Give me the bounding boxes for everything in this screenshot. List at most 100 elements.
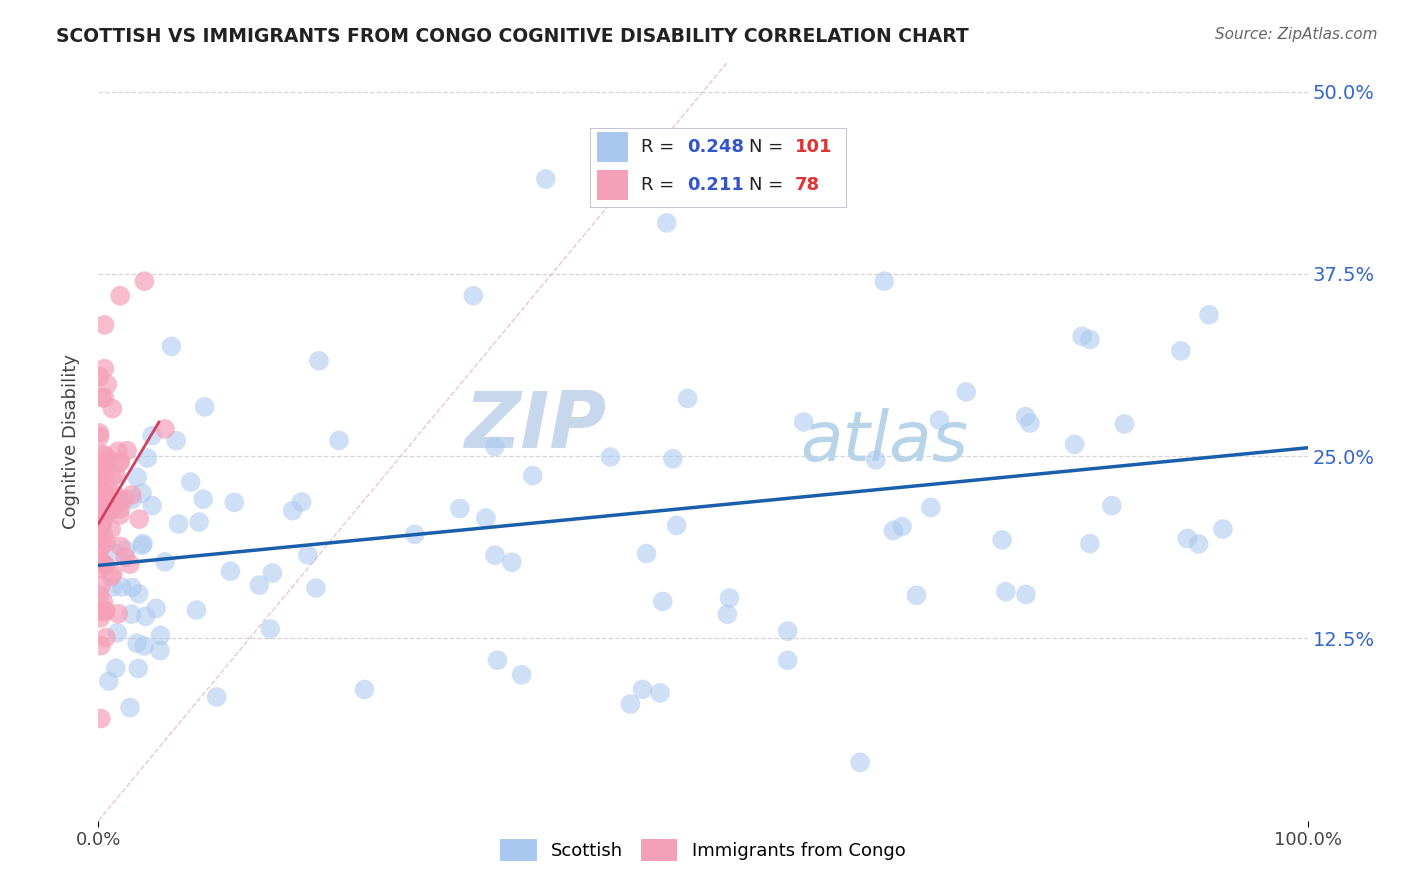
Point — [97, 452, 120, 467]
Point — [127, 470, 149, 484]
Point — [167, 516, 190, 531]
Point — [599, 450, 621, 464]
Point — [665, 518, 688, 533]
Point — [132, 536, 155, 550]
Point — [1063, 437, 1085, 451]
Point — [134, 639, 156, 653]
Point — [128, 512, 150, 526]
Point — [679, 186, 702, 201]
Point — [522, 468, 544, 483]
Point — [662, 451, 685, 466]
Point — [114, 543, 136, 558]
Point — [534, 172, 557, 186]
Point — [107, 607, 129, 621]
Point — [101, 580, 124, 594]
Text: 78: 78 — [794, 177, 820, 194]
Point — [87, 529, 110, 543]
Point — [188, 515, 211, 529]
Point — [90, 639, 112, 653]
Point — [108, 508, 131, 522]
Point — [96, 377, 118, 392]
Point — [873, 274, 896, 288]
Point — [716, 607, 738, 622]
Point — [928, 413, 950, 427]
Text: 0.211: 0.211 — [688, 177, 744, 194]
Point — [141, 428, 163, 442]
Point — [141, 499, 163, 513]
Point — [651, 594, 673, 608]
Point — [128, 587, 150, 601]
Point — [111, 580, 134, 594]
Point — [89, 611, 111, 625]
Bar — [598, 170, 628, 201]
Point — [115, 443, 138, 458]
Point — [89, 369, 111, 384]
Point — [87, 562, 110, 576]
Point — [247, 578, 270, 592]
Point — [100, 503, 122, 517]
Point — [153, 422, 176, 436]
Text: ZIP: ZIP — [464, 388, 606, 465]
Legend: Scottish, Immigrants from Congo: Scottish, Immigrants from Congo — [494, 832, 912, 869]
Point — [180, 475, 202, 489]
Point — [112, 492, 135, 507]
Point — [510, 668, 533, 682]
Point — [91, 533, 114, 548]
Point — [1078, 333, 1101, 347]
Point — [91, 503, 114, 517]
Point — [297, 548, 319, 562]
Point — [676, 392, 699, 406]
Point — [776, 624, 799, 639]
Point — [619, 697, 641, 711]
Point — [463, 289, 485, 303]
Point — [631, 682, 654, 697]
Point — [1078, 536, 1101, 550]
Point — [89, 478, 111, 492]
Point — [259, 622, 281, 636]
Point — [87, 510, 110, 524]
Point — [127, 661, 149, 675]
Point — [865, 453, 887, 467]
Point — [96, 535, 118, 549]
Point — [90, 712, 112, 726]
Point — [93, 448, 115, 462]
Point — [121, 581, 143, 595]
Point — [650, 686, 672, 700]
Y-axis label: Cognitive Disability: Cognitive Disability — [62, 354, 80, 529]
Point — [121, 492, 143, 507]
Point — [101, 401, 124, 416]
Point — [131, 538, 153, 552]
Text: N =: N = — [748, 177, 789, 194]
Point — [186, 603, 208, 617]
Point — [118, 700, 141, 714]
Point — [1101, 499, 1123, 513]
Point — [93, 391, 115, 405]
Point — [93, 361, 115, 376]
Point — [449, 501, 471, 516]
Point — [153, 555, 176, 569]
Point — [101, 566, 124, 581]
Point — [134, 609, 156, 624]
Point — [1212, 522, 1234, 536]
Point — [89, 430, 111, 444]
Point — [404, 527, 426, 541]
Point — [94, 605, 117, 619]
Point — [91, 534, 114, 549]
Text: 101: 101 — [794, 138, 832, 156]
Point — [905, 588, 928, 602]
Point — [87, 502, 110, 516]
Point — [305, 581, 328, 595]
Point — [87, 524, 110, 539]
Point — [205, 690, 228, 704]
Point — [107, 444, 129, 458]
Point — [87, 541, 110, 556]
Point — [1170, 343, 1192, 358]
Point — [100, 522, 122, 536]
Point — [1071, 329, 1094, 343]
Point — [94, 558, 117, 573]
Point — [1015, 588, 1038, 602]
Point — [160, 339, 183, 353]
Point — [118, 557, 141, 571]
Point — [484, 440, 506, 454]
Point — [90, 541, 112, 555]
